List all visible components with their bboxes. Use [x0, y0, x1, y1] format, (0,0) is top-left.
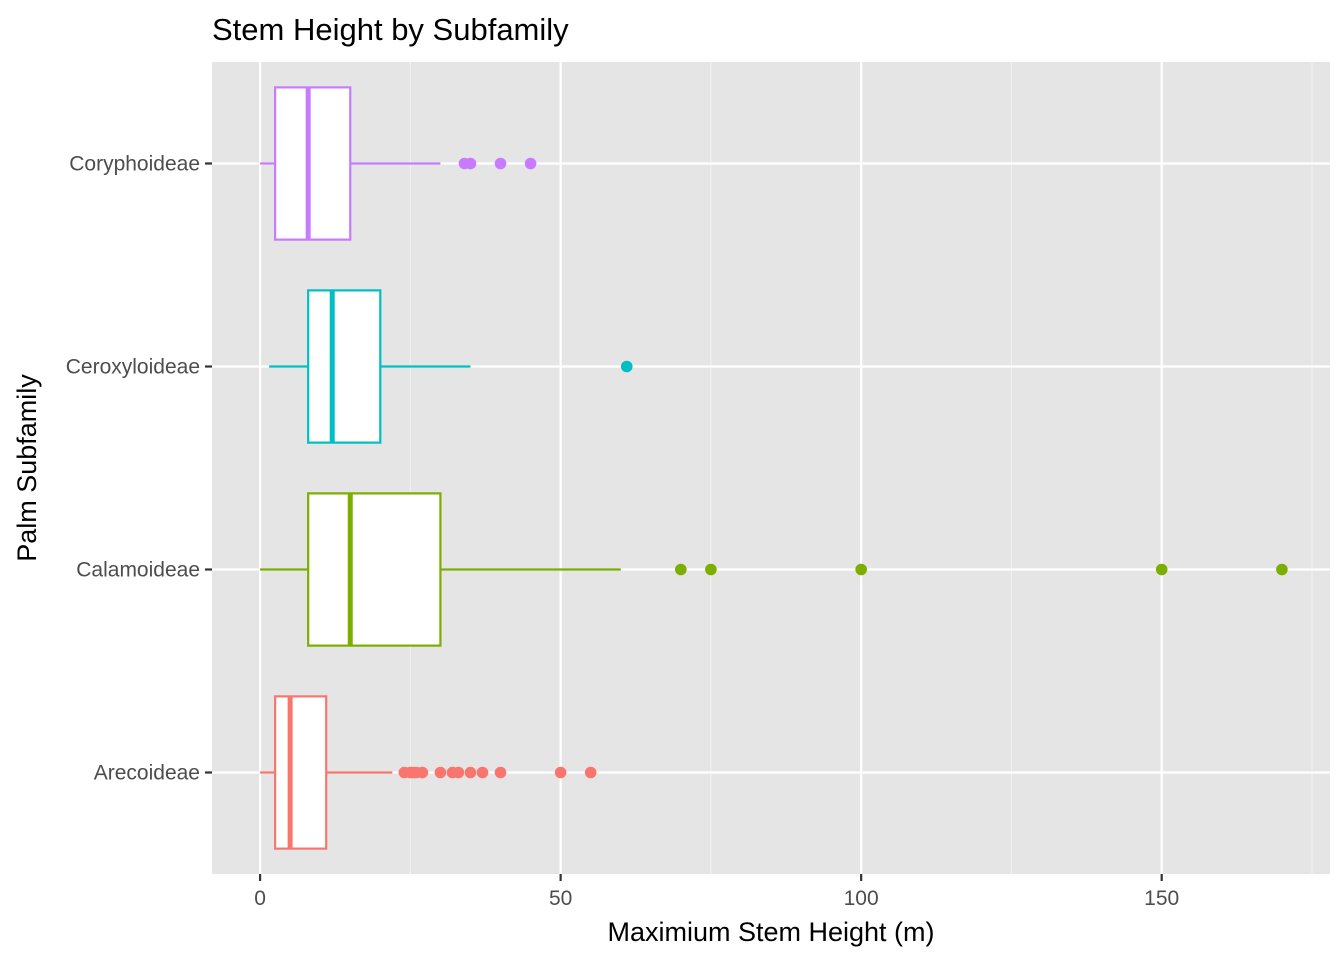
box-arecoideae: [260, 695, 597, 850]
y-axis-title: Palm Subfamily: [12, 374, 42, 562]
outlier-point: [524, 157, 537, 170]
outlier-point: [452, 766, 465, 779]
x-tick-label: 0: [254, 887, 266, 910]
box-iqr: [307, 289, 382, 444]
outlier-point: [1276, 563, 1288, 576]
outlier-point: [434, 766, 447, 779]
outlier-point: [416, 766, 429, 779]
y-tick-label: Coryphoideae: [69, 153, 200, 176]
box-iqr: [307, 492, 442, 647]
outlier-point: [620, 360, 633, 373]
outlier-point: [855, 563, 867, 576]
outlier-point: [584, 766, 597, 779]
y-tick-label: Arecoideae: [94, 762, 200, 785]
outlier-point: [494, 157, 507, 170]
outlier-point: [476, 766, 489, 779]
y-tick-label: Calamoideae: [76, 559, 200, 582]
outlier-point: [464, 157, 477, 170]
plot-panel: [212, 62, 1330, 874]
box-iqr: [274, 695, 328, 850]
outlier-point: [705, 563, 717, 576]
outlier-point: [675, 563, 687, 576]
box-series: [260, 86, 1288, 850]
y-tick-label: Ceroxyloideae: [66, 356, 200, 379]
x-tick-label: 150: [1144, 887, 1179, 910]
chart-title: Stem Height by Subfamily: [212, 12, 569, 47]
outlier-point: [1155, 563, 1168, 576]
box-iqr: [274, 86, 352, 241]
outlier-point: [554, 766, 567, 779]
x-tick-label: 50: [549, 887, 572, 910]
outlier-point: [464, 766, 477, 779]
box-coryphoideae: [260, 86, 537, 241]
axes: 0 50 100 150 Arecoideae Calamoideae Ceroxyloid…: [66, 153, 1179, 911]
outlier-point: [494, 766, 507, 779]
box-calamoideae: [260, 492, 1288, 647]
box-ceroxyloideae: [269, 289, 633, 444]
x-tick-label: 100: [844, 887, 879, 910]
x-axis-title: Maximium Stem Height (m): [607, 917, 934, 947]
